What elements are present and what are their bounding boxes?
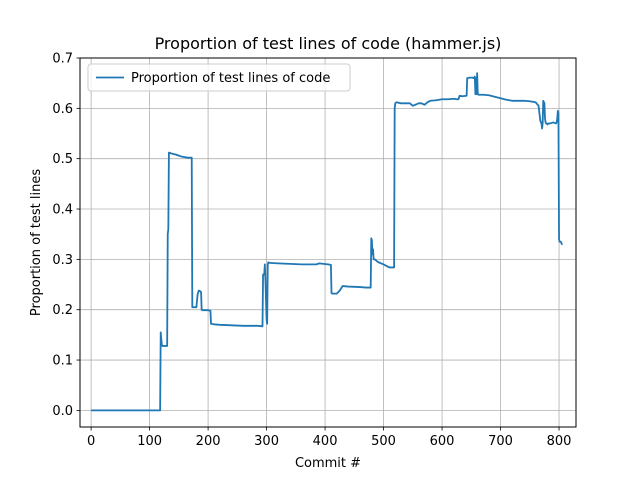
x-tick-label: 100 bbox=[137, 434, 162, 449]
plot-frame bbox=[79, 57, 577, 428]
legend-entry-label: Proportion of test lines of code bbox=[131, 71, 330, 86]
x-tick-label: 0 bbox=[87, 434, 95, 449]
y-axis-label: Proportion of test lines bbox=[29, 169, 44, 316]
y-tick-label: 0.3 bbox=[52, 253, 73, 268]
y-tick-label: 0.5 bbox=[52, 152, 73, 167]
legend-box bbox=[87, 63, 351, 92]
series-layer bbox=[91, 72, 563, 412]
x-axis-label: Commit # bbox=[295, 456, 361, 471]
series-line bbox=[91, 72, 563, 412]
y-tick-label: 0.2 bbox=[52, 303, 73, 318]
y-tick-label: 0.0 bbox=[52, 404, 73, 419]
x-tick-label: 700 bbox=[488, 434, 513, 449]
x-tick-label: 500 bbox=[371, 434, 396, 449]
x-tick-label: 400 bbox=[313, 434, 338, 449]
legend: Proportion of test lines of code bbox=[87, 63, 351, 92]
x-tick-label: 800 bbox=[547, 434, 572, 449]
x-tick-label: 600 bbox=[430, 434, 455, 449]
x-tick-label: 300 bbox=[254, 434, 279, 449]
axis-ticks: 0 100 200 300 400 500 600 700 800 0.0 0.1 0.2 0.3 0.4… bbox=[52, 52, 571, 450]
y-tick-label: 0.1 bbox=[52, 354, 73, 369]
y-tick-label: 0.6 bbox=[52, 102, 73, 117]
x-tick-label: 200 bbox=[196, 434, 221, 449]
chart-title: Proportion of test lines of code (hammer… bbox=[155, 34, 502, 53]
y-tick-label: 0.4 bbox=[52, 203, 73, 218]
y-tick-label: 0.7 bbox=[52, 52, 73, 67]
